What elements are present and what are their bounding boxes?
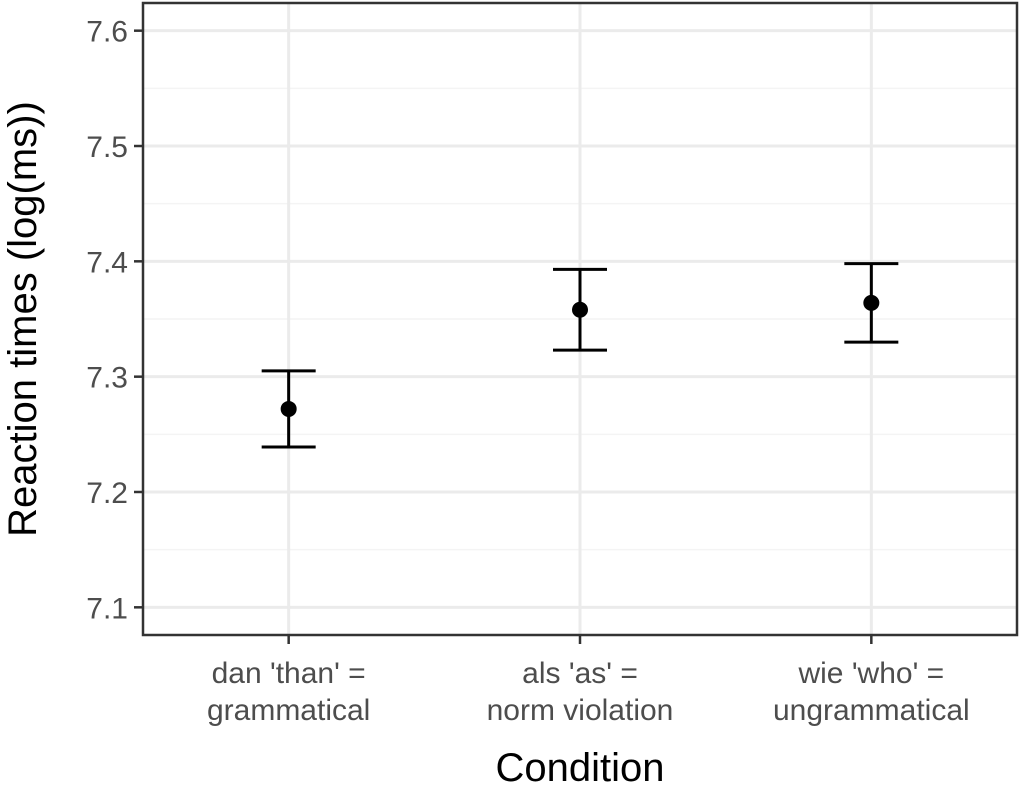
- y-tick-label: 7.1: [86, 592, 128, 625]
- y-tick-label: 7.3: [86, 362, 128, 395]
- tick-layer: 7.1 7.2 7.3 7.4 7.5 7.6 dan 'than' = grammatica…: [86, 16, 969, 727]
- x-tick-label: als 'as' = norm violation: [487, 657, 674, 727]
- x-tick-label-line: als 'as' =: [522, 657, 638, 690]
- y-axis-title: Reaction times (log(ms)): [1, 101, 45, 537]
- y-tick-label: 7.5: [86, 131, 128, 164]
- x-tick-label-line: ungrammatical: [773, 694, 970, 727]
- y-tick-label: 7.6: [86, 16, 128, 49]
- x-axis-title: Condition: [495, 746, 664, 787]
- x-tick-label-line: wie 'who' =: [797, 657, 944, 690]
- data-point: [863, 294, 880, 311]
- x-tick-label: dan 'than' = grammatical: [207, 657, 370, 727]
- data-point: [280, 400, 297, 417]
- data-point: [572, 301, 588, 318]
- y-tick-label: 7.4: [86, 246, 128, 279]
- panel-border: [141, 1, 1019, 637]
- x-tick-label-line: norm violation: [487, 694, 674, 727]
- x-tick-label-line: grammatical: [207, 694, 370, 727]
- x-tick-label: wie 'who' = ungrammatical: [773, 657, 970, 727]
- mark-layer: [261, 262, 899, 449]
- x-tick-label-line: dan 'than' =: [212, 657, 366, 690]
- y-tick-label: 7.2: [86, 477, 128, 510]
